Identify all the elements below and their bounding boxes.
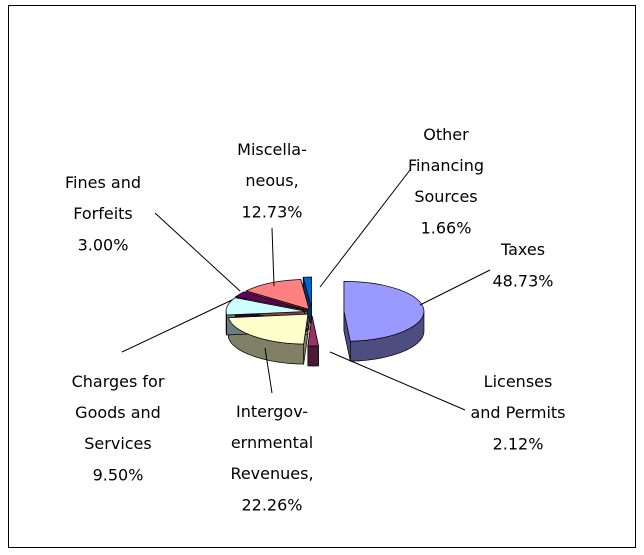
slice-top: [227, 313, 309, 345]
category-label: Miscella-neous,: [237, 140, 307, 190]
value-label: 3.00%: [78, 236, 129, 255]
leader-line: [121, 299, 233, 353]
slice-outer-wall: [307, 345, 319, 367]
label-line: Goods and: [75, 403, 161, 422]
label-line: Other: [423, 125, 469, 144]
value-label: 1.66%: [421, 219, 472, 238]
label-line: Financing: [408, 156, 484, 175]
chart-frame: [8, 5, 636, 548]
leader-line: [329, 351, 466, 411]
category-label: Fines and Forfeits: [65, 173, 141, 223]
label-line: ernmental: [231, 433, 313, 452]
value-label: 22.26%: [241, 496, 302, 515]
value-label: 9.50%: [93, 466, 144, 485]
leader-line: [264, 347, 273, 394]
category-label: Taxes: [500, 240, 545, 259]
slice-top: [343, 281, 425, 342]
label-line: Forfeits: [73, 204, 133, 223]
slice-top: [245, 279, 310, 310]
label-line: Sources: [414, 187, 477, 206]
leader-line: [154, 212, 241, 292]
label-line: Revenues,: [230, 464, 313, 483]
label-line: and Permits: [470, 403, 565, 422]
slice-top: [307, 315, 319, 347]
category-label: Intergov-ernmental Revenues,: [230, 402, 313, 483]
label-line: Intergov-: [236, 402, 308, 421]
leader-line: [271, 227, 275, 287]
category-label: Licenses and Permits: [470, 372, 565, 422]
label-line: Licenses: [484, 372, 553, 391]
category-label: Other Financing Sources: [408, 125, 484, 206]
value-label: 2.12%: [493, 435, 544, 454]
value-label: 12.73%: [241, 203, 302, 222]
value-label: 48.73%: [492, 272, 553, 291]
slice-top: [225, 297, 307, 316]
label-line: Taxes: [500, 240, 545, 259]
slice-top: [302, 276, 312, 308]
label-line: neous,: [245, 171, 298, 190]
slice-tops: [225, 276, 425, 347]
category-label: Charges for Goods and Services: [72, 372, 165, 453]
label-line: Miscella-: [237, 140, 307, 159]
leader-line: [419, 269, 491, 306]
label-line: Charges for: [72, 372, 165, 391]
label-line: Fines and: [65, 173, 141, 192]
label-line: Services: [84, 434, 151, 453]
leader-line: [319, 169, 411, 288]
slice-top: [235, 291, 308, 311]
